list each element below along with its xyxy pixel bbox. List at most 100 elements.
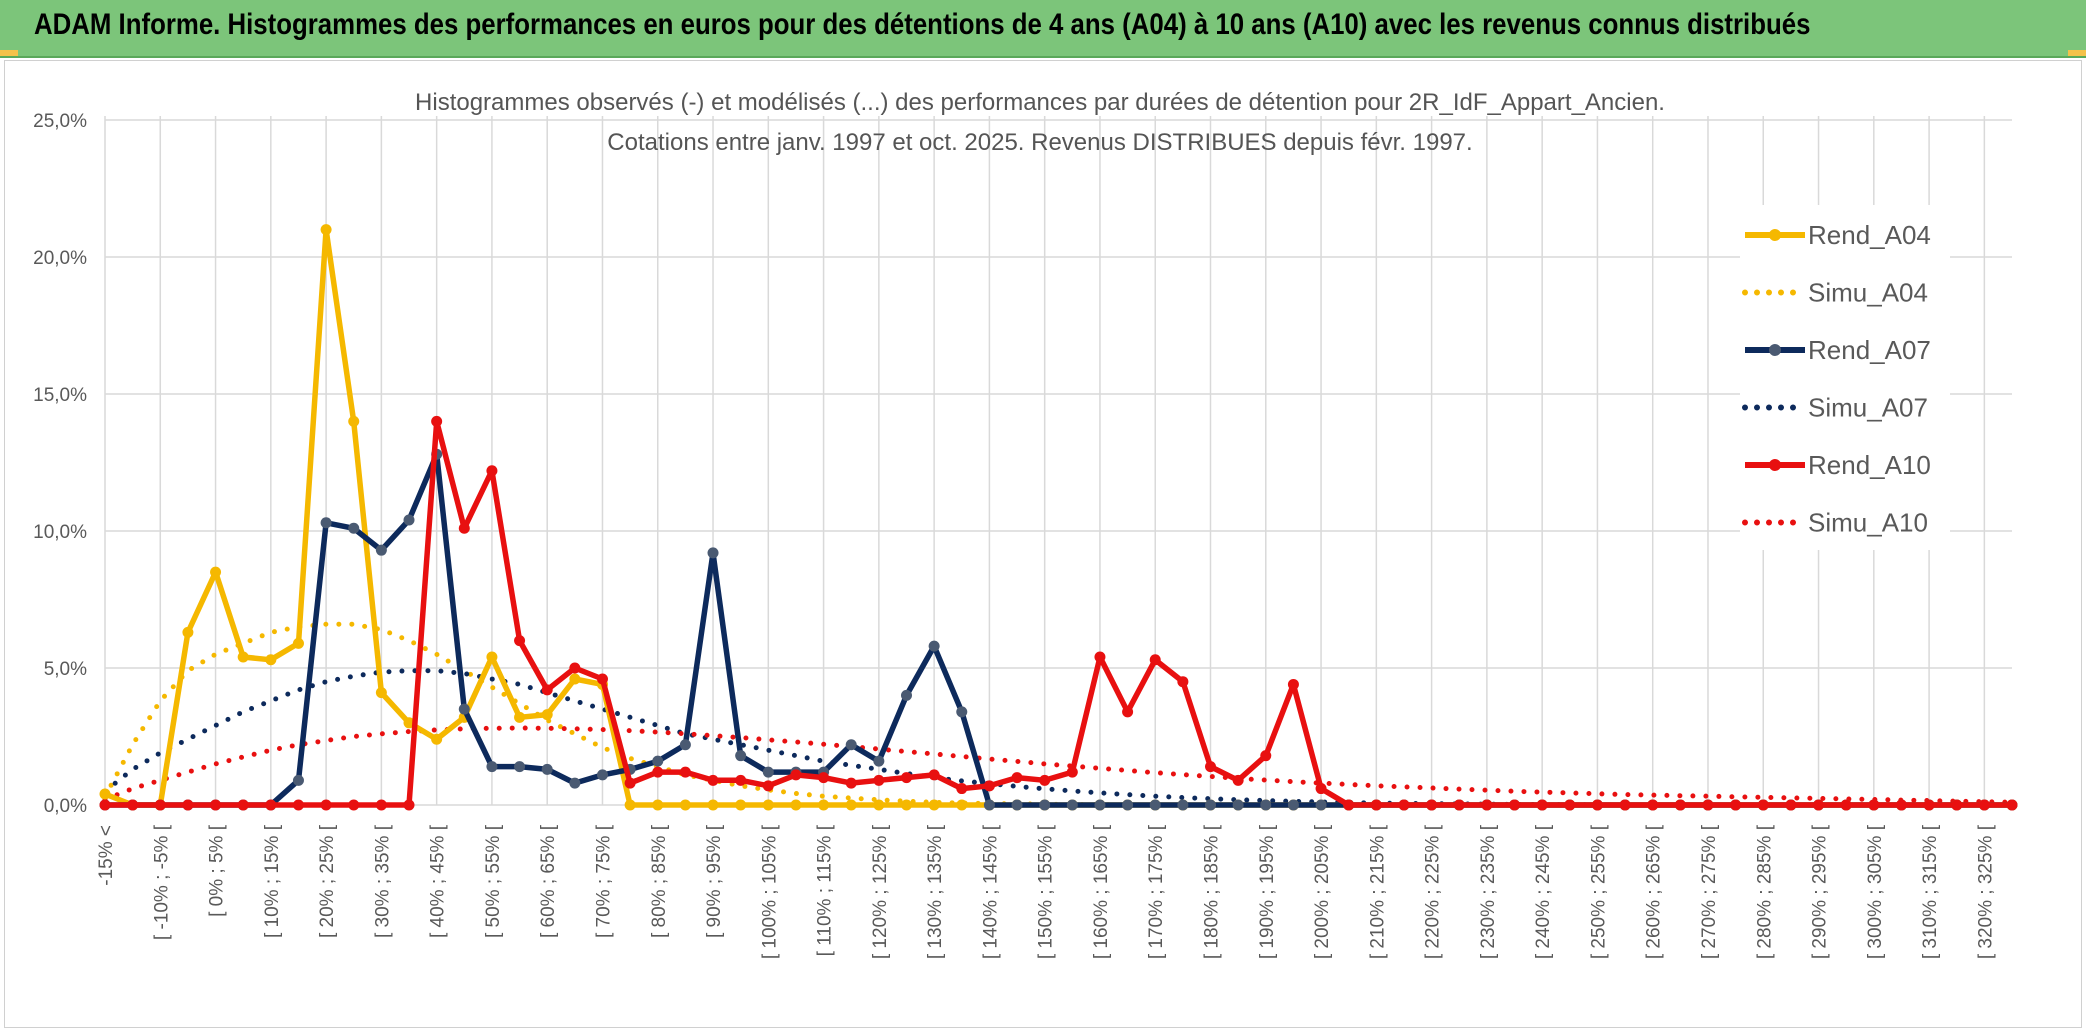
y-tick-label: 25,0% [33, 111, 87, 132]
data-point [1315, 799, 1327, 811]
legend-label: Simu_A04 [1808, 278, 1928, 308]
data-point [1509, 799, 1521, 811]
data-point [1923, 799, 1935, 811]
x-tick-label: [ 310% ; 315% [ [1920, 824, 1941, 959]
data-point [1951, 799, 1963, 811]
banner-title: ADAM Informe. Histogrammes des performan… [34, 8, 1811, 41]
data-point [99, 788, 111, 800]
data-point [541, 709, 553, 721]
data-point [845, 799, 857, 811]
x-tick-label: [ 220% ; 225% [ [1423, 824, 1444, 959]
data-point [1177, 799, 1189, 811]
data-point [1066, 799, 1078, 811]
x-tick-label: [ 170% ; 175% [ [1146, 824, 1167, 959]
x-tick-label: [ 40% ; 45% [ [428, 824, 449, 938]
series-Simu_A10 [102, 725, 2015, 805]
data-point [1481, 799, 1493, 811]
data-point [1730, 799, 1742, 811]
x-tick-label: [ -10% ; -5% [ [151, 824, 172, 940]
chart-frame [4, 60, 2082, 1028]
data-point [900, 799, 912, 811]
data-point [1868, 799, 1880, 811]
data-point [127, 799, 139, 811]
data-point [762, 780, 774, 792]
data-point [1011, 772, 1023, 784]
x-tick-label: [ 160% ; 165% [ [1091, 824, 1112, 959]
data-point [596, 673, 608, 685]
x-tick-label: [ 30% ; 35% [ [372, 824, 393, 938]
x-tick-label: [ 210% ; 215% [ [1367, 824, 1388, 959]
data-point [154, 799, 166, 811]
data-point [1343, 799, 1355, 811]
data-point [1647, 799, 1659, 811]
x-tick-label: [ 200% ; 205% [ [1312, 824, 1333, 959]
series-line-Rend_A07 [105, 451, 2012, 808]
data-point [818, 799, 830, 811]
data-point [1122, 706, 1134, 718]
data-point [1011, 799, 1023, 811]
data-point [983, 780, 995, 792]
data-point [210, 799, 222, 811]
data-point [1619, 799, 1631, 811]
data-point [873, 774, 885, 786]
y-tick-label: 15,0% [33, 385, 87, 406]
chart-title-line-2: Cotations entre janv. 1997 et oct. 2025.… [607, 129, 1472, 156]
data-point [818, 772, 830, 784]
legend-label: Simu_A10 [1808, 508, 1928, 538]
x-tick-label: [ 280% ; 285% [ [1754, 824, 1775, 959]
x-tick-label: [ 300% ; 305% [ [1865, 824, 1886, 959]
data-point [1232, 799, 1244, 811]
x-tick-label: [ 180% ; 185% [ [1202, 824, 1223, 959]
x-tick-label: [ 130% ; 135% [ [925, 824, 946, 959]
data-point [182, 799, 194, 811]
data-point [1149, 654, 1161, 666]
data-point [679, 766, 691, 778]
data-point [1287, 799, 1299, 811]
series-line-Simu_A07 [102, 668, 2015, 808]
data-point [845, 777, 857, 789]
x-tick-label: [ 0% ; 5% [ [207, 824, 228, 917]
data-point [1094, 651, 1106, 663]
x-tick-label: [ 190% ; 195% [ [1257, 824, 1278, 959]
chart-title-line-1: Histogrammes observés (-) et modélisés (… [415, 89, 1665, 116]
x-tick-label: [ 270% ; 275% [ [1699, 824, 1720, 959]
data-point [375, 799, 387, 811]
data-point [486, 651, 498, 663]
data-point [679, 739, 691, 751]
title-banner: ADAM Informe. Histogrammes des performan… [0, 0, 2086, 58]
series-Simu_A07 [102, 668, 2015, 808]
legend-label: Rend_A10 [1808, 450, 1931, 480]
data-point [1591, 799, 1603, 811]
data-point [375, 544, 387, 556]
x-tick-label: [ 60% ; 65% [ [538, 824, 559, 938]
data-point [1205, 799, 1217, 811]
x-tick-label: [ 80% ; 85% [ [649, 824, 670, 938]
data-point [514, 761, 526, 773]
data-point [735, 774, 747, 786]
x-axis: -15% < [ -10% ; -5% [[ 0% ; 5% [[ 10% ; 1… [96, 824, 1996, 959]
corner-accent-right [2068, 50, 2086, 56]
series-line-Rend_A10 [105, 418, 2012, 808]
data-point [1094, 799, 1106, 811]
data-point [541, 763, 553, 775]
data-point [928, 640, 940, 652]
data-point [237, 651, 249, 663]
data-point [569, 662, 581, 674]
y-tick-label: 5,0% [44, 659, 87, 680]
data-point [1287, 678, 1299, 690]
data-point [735, 750, 747, 762]
data-point [624, 799, 636, 811]
data-point [265, 654, 277, 666]
y-axis: 0,0% 5,0% 10,0% 15,0% 20,0% 25,0% [33, 111, 87, 817]
data-point [1039, 799, 1051, 811]
legend-label: Rend_A04 [1808, 220, 1931, 250]
data-point [1453, 799, 1465, 811]
data-point [320, 517, 332, 529]
data-point [431, 733, 443, 745]
data-point [514, 711, 526, 723]
x-tick-label: [ 250% ; 255% [ [1588, 824, 1609, 959]
data-point [652, 766, 664, 778]
data-point [983, 799, 995, 811]
data-point [1978, 799, 1990, 811]
x-tick-label: [ 230% ; 235% [ [1478, 824, 1499, 959]
